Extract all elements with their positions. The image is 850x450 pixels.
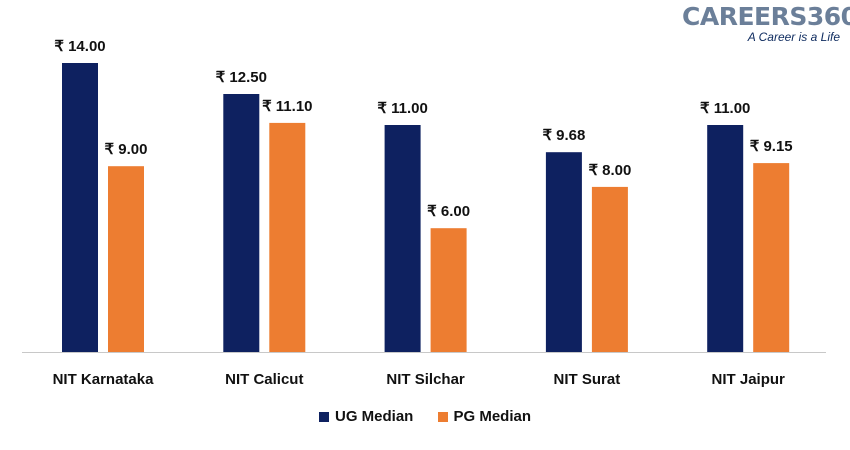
category-labels: NIT Karnataka NIT Calicut NIT Silchar NIT S… [53, 371, 785, 388]
bar-pg-nit-jaipur [753, 163, 790, 352]
bar-ug-nit-karnataka [62, 63, 98, 352]
bars-group: ₹ 14.00 ₹ 9.00 ₹ 12.50 ₹ 11.10 ₹ 11.00 ₹ 6.00… [54, 38, 793, 353]
bar-ug-nit-surat [545, 152, 582, 352]
bar-ug-nit-jaipur [707, 125, 744, 352]
category-label-nit-calicut: NIT Calicut [225, 371, 303, 388]
category-label-nit-silchar: NIT Silchar [386, 371, 465, 388]
data-label-pg-nit-karnataka: ₹ 9.00 [105, 141, 148, 158]
data-label-ug-nit-surat: ₹ 9.68 [542, 127, 585, 144]
legend-label-pg: PG Median [453, 408, 532, 425]
bar-pg-nit-silchar [430, 228, 467, 352]
legend: UG Median PG Median [0, 408, 850, 426]
data-label-ug-nit-silchar: ₹ 11.00 [377, 100, 427, 117]
data-label-ug-nit-jaipur: ₹ 11.00 [700, 100, 750, 117]
legend-swatch-pg [437, 411, 448, 422]
data-label-pg-nit-jaipur: ₹ 9.15 [750, 138, 793, 155]
data-label-pg-nit-calicut: ₹ 11.10 [262, 98, 312, 115]
bar-ug-nit-calicut [223, 94, 260, 352]
bar-pg-nit-karnataka [108, 166, 144, 352]
logo-text: CAREERS360 [682, 2, 850, 31]
bar-ug-nit-silchar [384, 125, 421, 352]
category-label-nit-surat: NIT Surat [554, 371, 621, 388]
bar-pg-nit-calicut [269, 122, 306, 353]
logo-tagline: A Career is a Life [747, 30, 840, 44]
careers360-logo: CAREERS360 A Career is a Life [682, 2, 850, 50]
legend-item-pg: PG Median [437, 408, 532, 425]
data-label-pg-nit-surat: ₹ 8.00 [588, 162, 631, 179]
bar-pg-nit-surat [591, 186, 628, 352]
data-label-ug-nit-calicut: ₹ 12.50 [216, 69, 267, 86]
legend-swatch-ug [318, 411, 329, 422]
legend-label-ug: UG Median [334, 408, 414, 425]
category-label-nit-karnataka: NIT Karnataka [53, 371, 155, 388]
data-label-pg-nit-silchar: ₹ 6.00 [427, 203, 470, 220]
legend-item-ug: UG Median [318, 408, 414, 425]
data-label-ug-nit-karnataka: ₹ 14.00 [54, 38, 105, 55]
category-label-nit-jaipur: NIT Jaipur [712, 371, 786, 388]
